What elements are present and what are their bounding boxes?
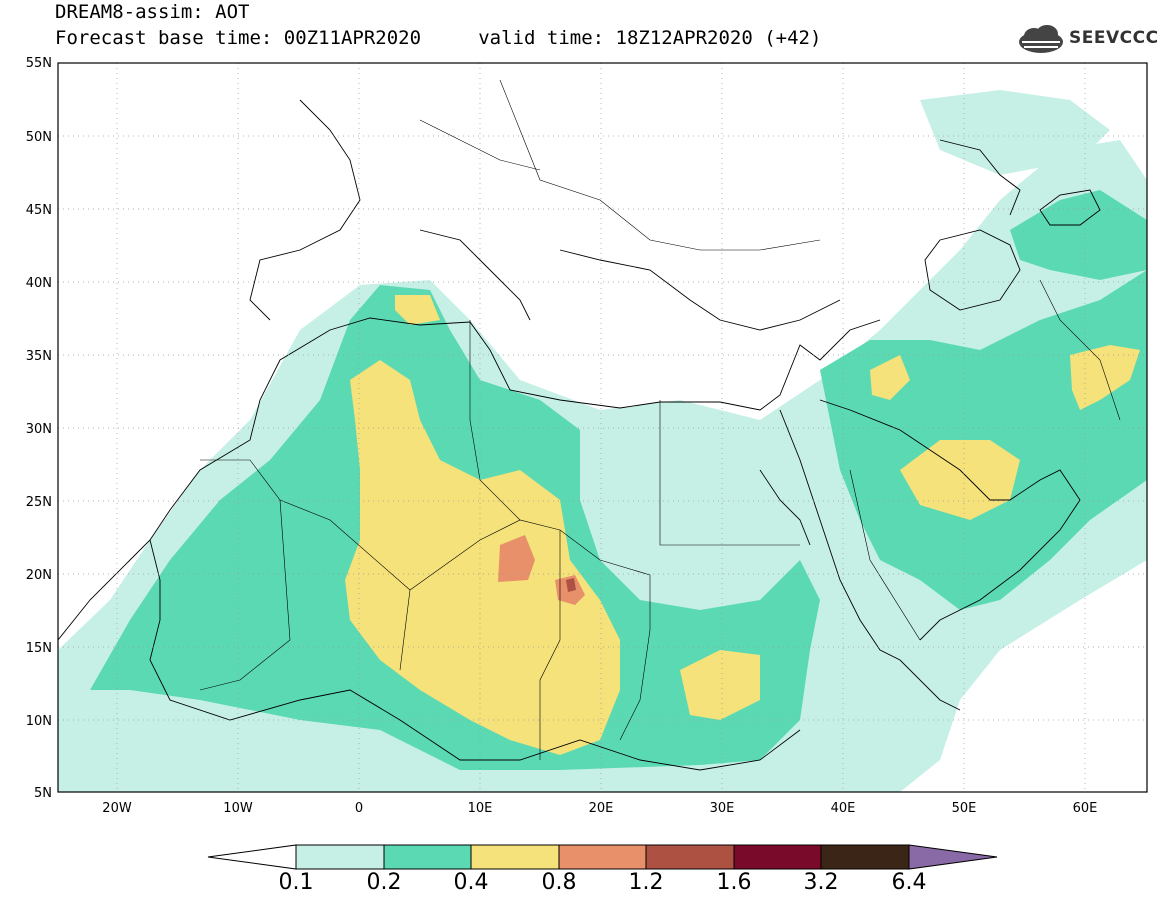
colorbar-segment [295,844,385,870]
colorbar-level-label: 6.4 [891,870,927,895]
colorbar-segment [645,844,735,870]
lon-label: 20W [102,801,132,816]
logo-text: SEEVCCC [1069,28,1159,48]
contour-level-0.4-iraq [870,355,910,400]
colorbar-level-label: 0.8 [541,870,577,895]
lon-label: 10W [223,801,253,816]
lat-axis: 55N 50N 45N 40N 35N 30N 25N 20N 15N 10N … [26,56,52,801]
lat-label: 35N [26,349,52,364]
colorbar-segment [383,844,472,870]
colorbar-level-label: 1.6 [716,870,752,895]
coastlines [58,99,1101,771]
lat-label: 15N [26,641,52,656]
map-title: DREAM8-assim: AOT [55,1,250,23]
colorbar-segment [558,844,647,870]
seevccc-logo: SEEVCCC [1016,22,1159,58]
lat-label: 20N [26,568,52,583]
lat-label: 45N [26,203,52,218]
lat-label: 30N [26,422,52,437]
lat-label: 5N [34,786,52,801]
lat-label: 10N [26,714,52,729]
colorbar-level-label: 0.2 [366,870,402,895]
colorbar-segment-lower [207,844,297,870]
contour-level-0.4 [345,360,620,755]
contour-level-1.2 [566,578,576,592]
colorbar-level-label: 0.4 [453,870,489,895]
lon-label: 30E [710,801,735,816]
lon-label: 20E [589,801,614,816]
lat-label: 55N [26,56,52,71]
colorbar-level-label: 0.1 [278,870,314,895]
colorbar-segment [733,844,822,870]
forecast-time-info: Forecast base time: 00Z11APR2020 valid t… [55,27,822,49]
colorbar-segment [820,844,910,870]
contour-level-0.4-algeria [395,295,440,325]
cloud-logo-icon [1019,25,1063,53]
colorbar-level-label: 1.2 [628,870,664,895]
colorbar-segment-upper [908,844,998,870]
lon-label: 60E [1073,801,1098,816]
lon-label: 0 [355,801,363,816]
country-borders [199,79,1121,760]
lon-label: 40E [831,801,856,816]
lon-label: 50E [952,801,977,816]
lat-label: 40N [26,276,52,291]
lat-label: 25N [26,495,52,510]
contour-level-0.4-sudan [680,650,760,720]
contour-level-0.2-caspian [1010,190,1147,280]
contour-level-0.8-a [498,535,535,582]
contour-level-0.1-north [920,90,1110,175]
contour-level-0.4-iran [1070,345,1140,410]
lon-axis: 20W 10W 0 10E 20E 30E 40E 50E 60E [102,801,1097,816]
colorbar-level-label: 3.2 [803,870,839,895]
lon-label: 10E [468,801,493,816]
colorbar-segment [470,844,560,870]
colorbar [207,844,998,870]
aot-contours [58,63,1147,792]
lat-label: 50N [26,130,52,145]
map-frame [57,62,1148,793]
